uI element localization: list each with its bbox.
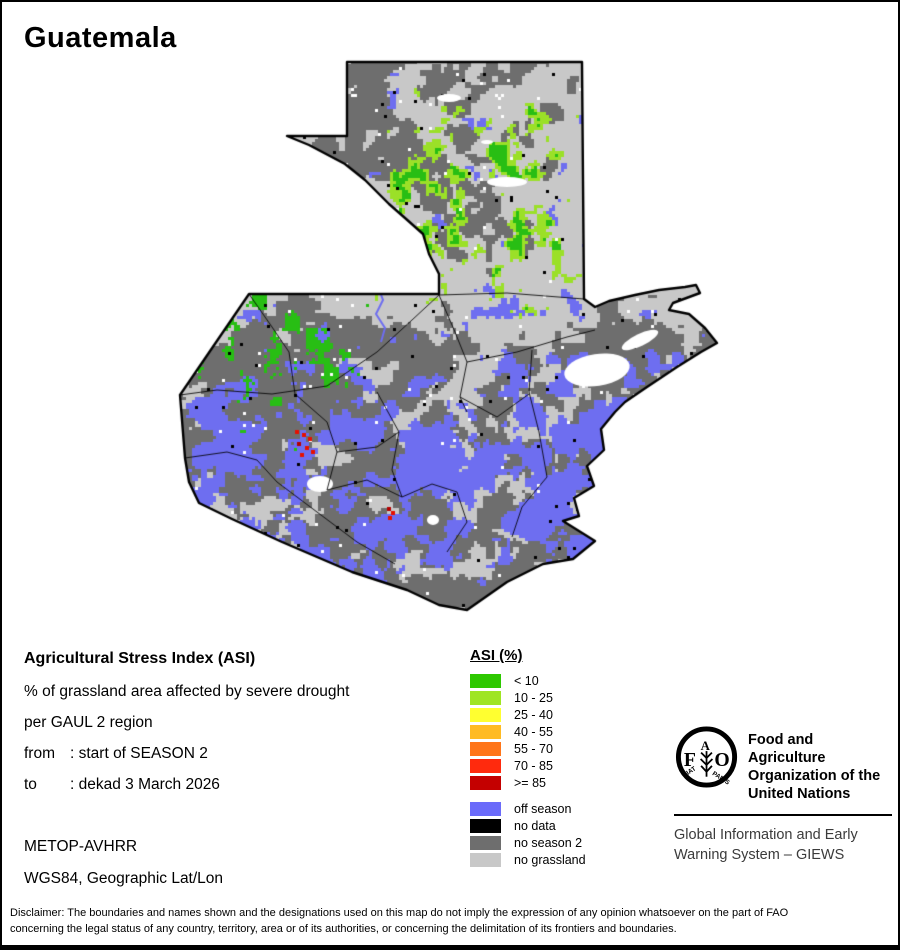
legend-swatch [470, 852, 501, 867]
legend-label: 55 - 70 [514, 741, 553, 756]
legend-row: 55 - 70 [470, 740, 586, 757]
legend-row: 40 - 55 [470, 723, 586, 740]
index-heading: Agricultural Stress Index (ASI) [24, 650, 256, 667]
to-value: : dekad 3 March 2026 [70, 776, 220, 793]
legend-label: 70 - 85 [514, 758, 553, 773]
legend-swatch [470, 801, 501, 816]
wheat-ear-icon [699, 751, 714, 777]
legend-heading: ASI (%) [470, 647, 523, 664]
legend-swatch [470, 724, 501, 739]
fao-footer: F A O FIAT PANIS Food and Agriculture Or… [674, 724, 892, 865]
period-from: from : start of SEASON 2 [24, 745, 349, 763]
legend-row: 25 - 40 [470, 706, 586, 723]
fao-org-name: Food and Agriculture Organization of the… [748, 732, 881, 802]
legend-label: < 10 [514, 673, 539, 688]
legend-swatch [470, 775, 501, 790]
disclaimer-text: Disclaimer: The boundaries and names sho… [10, 907, 789, 935]
legend-row: >= 85 [470, 774, 586, 791]
legend-swatch [470, 741, 501, 756]
legend-label: off season [514, 801, 572, 816]
page-title: Guatemala [24, 22, 177, 54]
legend-row: no grassland [470, 851, 586, 868]
legend-row: 10 - 25 [470, 689, 586, 706]
legend-swatch [470, 690, 501, 705]
fao-header: F A O FIAT PANIS Food and Agriculture Or… [674, 724, 892, 803]
legend-label: 25 - 40 [514, 707, 553, 722]
legend-asi-classes: < 10 10 - 25 25 - 40 40 - 55 55 - 70 70 - 85 >… [470, 672, 586, 791]
legend-swatch [470, 818, 501, 833]
fao-divider [674, 814, 892, 816]
fao-logo-icon: F A O FIAT PANIS [675, 726, 738, 788]
legend-label: >= 85 [514, 775, 546, 790]
projection-label: WGS84, Geographic Lat/Lon [24, 870, 224, 887]
sensor-label: METOP-AVHRR [24, 838, 138, 855]
period-to: to : dekad 3 March 2026 [24, 776, 349, 794]
index-line-1: % of grassland area affected by severe d… [24, 683, 350, 700]
legend-label: 40 - 55 [514, 724, 553, 739]
legend-label: no data [514, 818, 556, 833]
index-description: Agricultural Stress Index (ASI) % of gra… [24, 650, 349, 807]
legend-row: no data [470, 817, 586, 834]
svg-text:F: F [684, 749, 696, 771]
legend-gap [470, 791, 586, 800]
legend-row: < 10 [470, 672, 586, 689]
legend-label: no season 2 [514, 835, 583, 850]
legend-row: no season 2 [470, 834, 586, 851]
legend-swatch [470, 707, 501, 722]
legend-swatch [470, 758, 501, 773]
legend-swatch [470, 673, 501, 688]
svg-text:A: A [701, 739, 711, 753]
legend-label: no grassland [514, 852, 586, 867]
asi-map-canvas [177, 52, 722, 617]
source-metadata: METOP-AVHRR WGS84, Geographic Lat/Lon [24, 838, 223, 902]
to-label: to [24, 776, 37, 793]
legend: ASI (%) < 10 10 - 25 25 - 40 40 - 55 55 - 70… [470, 647, 586, 868]
legend-row: 70 - 85 [470, 757, 586, 774]
legend-label: 10 - 25 [514, 690, 553, 705]
legend-swatch [470, 835, 501, 850]
from-label: from [24, 745, 55, 762]
index-line-2: per GAUL 2 region [24, 714, 153, 731]
legend-other-classes: off season no data no season 2 no grassland [470, 800, 586, 868]
giews-label: Global Information and Early Warning Sys… [674, 827, 858, 863]
from-value: : start of SEASON 2 [70, 745, 208, 762]
legend-row: off season [470, 800, 586, 817]
svg-text:O: O [714, 749, 729, 771]
